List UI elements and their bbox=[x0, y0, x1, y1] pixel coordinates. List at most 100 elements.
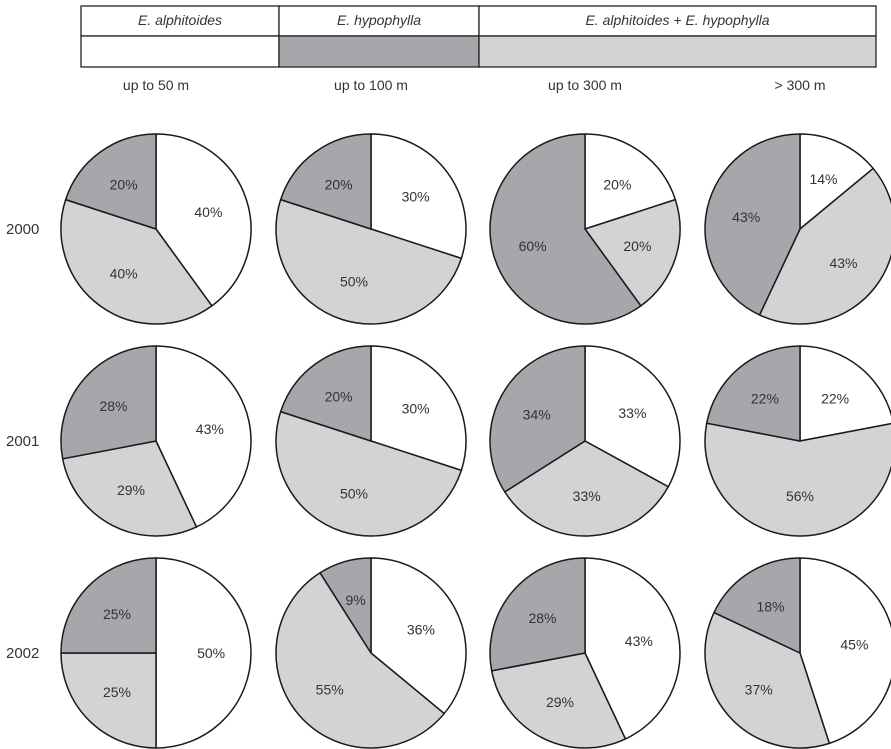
pie-slice-label: 60% bbox=[519, 238, 547, 254]
pie-slice-label: 40% bbox=[194, 204, 222, 220]
column-label: up to 300 m bbox=[548, 77, 622, 93]
pies: 40% 40% 20% 30% 50% 20% 20% 20% 60% 14% 43% 43% 43% 2… bbox=[60, 133, 891, 749]
pie: 40% 40% 20% bbox=[60, 133, 252, 325]
legend-label-box bbox=[278, 5, 480, 37]
legend-label: E. alphitoides + E. hypophylla bbox=[585, 12, 769, 28]
pie-slice bbox=[60, 198, 213, 325]
pie-slice-label: 20% bbox=[623, 238, 651, 254]
pie-slice-label: 43% bbox=[196, 421, 224, 437]
column-label: up to 50 m bbox=[123, 77, 189, 93]
pie-slice bbox=[370, 345, 467, 472]
pie-slice-label: 20% bbox=[325, 388, 353, 404]
pie-slice bbox=[704, 422, 891, 537]
pie-slice-label: 33% bbox=[618, 405, 646, 421]
column-label: up to 100 m bbox=[334, 77, 408, 93]
pie-slice-label: 28% bbox=[528, 610, 556, 626]
pie-slice-label: 55% bbox=[316, 681, 344, 697]
pie-slice-label: 22% bbox=[751, 391, 779, 407]
pie-slice-label: 30% bbox=[402, 401, 430, 417]
pie-slice bbox=[584, 198, 681, 307]
pie-slice bbox=[64, 133, 157, 230]
pie-slice-label: 29% bbox=[546, 694, 574, 710]
pie: 33% 33% 34% bbox=[489, 345, 681, 537]
pie-slice bbox=[504, 440, 669, 537]
legend-label: E. alphitoides bbox=[138, 12, 222, 28]
pie-slice bbox=[489, 133, 642, 325]
pie-slice bbox=[60, 557, 157, 654]
pie-slice-label: 40% bbox=[110, 266, 138, 282]
pie-slice bbox=[704, 133, 801, 316]
pie-slice bbox=[799, 557, 891, 745]
pie-slice-label: 30% bbox=[402, 189, 430, 205]
pie-slice bbox=[275, 572, 445, 749]
pie-slice-label: 22% bbox=[821, 391, 849, 407]
pie-slice bbox=[60, 345, 157, 460]
pie-slice-label: 20% bbox=[325, 176, 353, 192]
legend-swatch bbox=[80, 35, 280, 68]
legend-swatch bbox=[478, 35, 877, 68]
pie-slice bbox=[155, 133, 252, 307]
pie-slice bbox=[275, 410, 463, 537]
pie-slice-label: 43% bbox=[829, 255, 857, 271]
pie-slice bbox=[584, 557, 681, 740]
pie-slice-label: 50% bbox=[197, 645, 225, 661]
pie-slice bbox=[584, 133, 677, 230]
pie-slice-label: 45% bbox=[840, 636, 868, 652]
legend-label: E. hypophylla bbox=[337, 12, 421, 28]
pie: 14% 43% 43% bbox=[704, 133, 891, 325]
pie: 43% 29% 28% bbox=[60, 345, 252, 537]
pie-slice bbox=[490, 652, 627, 749]
pie-slice-label: 37% bbox=[745, 681, 773, 697]
pie-slice-label: 36% bbox=[407, 622, 435, 638]
row-label: 2000 bbox=[6, 221, 39, 238]
pie-slice-label: 33% bbox=[573, 488, 601, 504]
pie-slice bbox=[155, 557, 252, 749]
pie: 22% 56% 22% bbox=[704, 345, 891, 537]
pie-slice-label: 34% bbox=[523, 407, 551, 423]
pie: 45% 37% 18% bbox=[704, 557, 891, 749]
pie-slice-label: 20% bbox=[110, 176, 138, 192]
pie-slice bbox=[61, 440, 198, 537]
pie-slice-label: 56% bbox=[786, 488, 814, 504]
pie: 20% 20% 60% bbox=[489, 133, 681, 325]
pie-slice bbox=[370, 557, 467, 715]
legend: E. alphitoides E. hypophylla E. alphitoide… bbox=[80, 5, 877, 68]
pie: 30% 50% 20% bbox=[275, 345, 467, 537]
pie: 30% 50% 20% bbox=[275, 133, 467, 325]
pie-slice-label: 18% bbox=[756, 599, 784, 615]
pie-slice bbox=[370, 133, 467, 260]
pie-slice bbox=[279, 133, 372, 230]
pie-slice-label: 9% bbox=[345, 592, 365, 608]
pie-slice-label: 50% bbox=[340, 273, 368, 289]
pie-slice bbox=[275, 198, 463, 325]
pie-slice bbox=[60, 652, 157, 749]
pie-slice-label: 50% bbox=[340, 485, 368, 501]
pie-slice bbox=[799, 345, 891, 442]
pie-slice-label: 43% bbox=[625, 633, 653, 649]
pie-slice bbox=[489, 557, 586, 672]
pie-slice-label: 25% bbox=[103, 684, 131, 700]
column-labels: up to 50 m up to 100 m up to 300 m > 300 m bbox=[123, 77, 826, 93]
pie-slice-label: 14% bbox=[809, 171, 837, 187]
pie: 50% 25% 25% bbox=[60, 557, 252, 749]
row-labels: 2000 2001 2002 bbox=[6, 221, 39, 662]
pie-slice bbox=[489, 345, 586, 493]
pie-slice bbox=[799, 133, 874, 230]
pie-slice bbox=[758, 167, 891, 325]
pie-slice-label: 20% bbox=[603, 176, 631, 192]
legend-label-box bbox=[80, 5, 280, 37]
pie-slice bbox=[713, 557, 801, 654]
pie-slice-label: 28% bbox=[99, 398, 127, 414]
pie-slice bbox=[704, 611, 831, 749]
pie-slice bbox=[584, 345, 681, 488]
column-label: > 300 m bbox=[775, 77, 826, 93]
pie-slice-label: 43% bbox=[732, 209, 760, 225]
pie-slice-label: 25% bbox=[103, 606, 131, 622]
legend-swatch bbox=[278, 35, 480, 68]
pie-slice bbox=[155, 345, 252, 528]
pie: 36% 55% 9% bbox=[275, 557, 467, 749]
pie-slice bbox=[279, 345, 372, 442]
row-label: 2001 bbox=[6, 433, 39, 450]
pie-slice-label: 29% bbox=[117, 482, 145, 498]
